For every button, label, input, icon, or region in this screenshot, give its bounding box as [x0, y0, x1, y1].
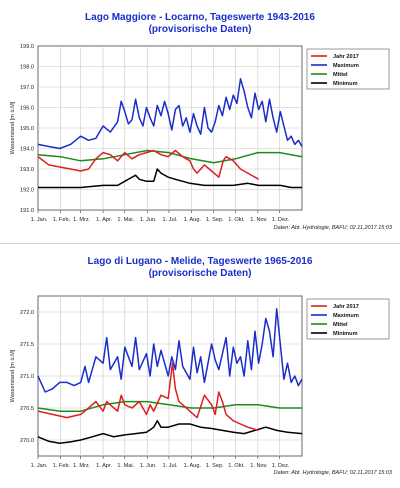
chart-svg: 1. Jan. 1. Feb. 1. Mrz. 1. Apr. 1. Mai. 1. Ju… [10, 295, 390, 469]
x-tick-label: 1. Jan. [31, 463, 48, 469]
x-tick-label: 1. Mrz. [73, 463, 91, 469]
series-line-minimum [37, 420, 303, 444]
x-tick-label: 1. Mai. [117, 217, 134, 223]
y-tick-label: 270.0 [20, 438, 34, 444]
y-tick-label: 270.5 [20, 406, 34, 412]
x-tick-label: 1. Dez. [272, 463, 290, 469]
source-note: Daten: Abt. Hydrologie, BAFU; 02.11.2017… [273, 225, 392, 231]
x-tick-label: 1. Aug. [184, 463, 202, 469]
x-tick-label: 1. Sep. [206, 463, 224, 469]
chart-title: Lago Maggiore - Locarno, Tageswerte 1943… [85, 12, 315, 23]
x-tick-label: 1. Nov. [250, 463, 268, 469]
legend-label: Minimum [333, 81, 358, 87]
x-tick-label: 1. Feb. [53, 217, 71, 223]
legend-label: Maximum [333, 313, 359, 319]
y-tick-label: 196.0 [20, 106, 34, 112]
x-tick-label: 1. Dez. [272, 217, 290, 223]
series-line-mittel [37, 149, 303, 164]
chart-subtitle: (provisorische Daten) [148, 268, 252, 279]
x-tick-label: 1. Jul. [162, 217, 177, 223]
source-note: Daten: Abt. Hydrologie, BAFU; 02.11.2017… [273, 470, 392, 476]
x-tick-label: 1. Feb. [53, 463, 71, 469]
y-tick-label: 199.0 [20, 44, 34, 50]
x-tick-label: 1. Jun. [140, 217, 157, 223]
series-line-jahr [37, 362, 259, 432]
y-tick-label: 191.0 [20, 208, 34, 214]
x-tick-label: 1. Sep. [206, 217, 224, 223]
series-line-maximum [37, 78, 303, 150]
series-line-jahr [37, 149, 259, 180]
legend-label: Minimum [333, 331, 358, 337]
y-tick-label: 198.0 [20, 65, 34, 71]
legend-label: Jahr 2017 [333, 304, 359, 310]
x-tick-label: 1. Okt. [228, 463, 245, 469]
x-tick-label: 1. Apr. [96, 463, 112, 469]
x-tick-label: 1. Jun. [140, 463, 157, 469]
y-tick-label: 271.0 [20, 374, 34, 380]
y-tick-label: 194.0 [20, 147, 34, 153]
chart-panel-lugano: Lago di Lugano - Melide, Tageswerte 1965… [0, 244, 400, 488]
chart-panel-maggiore: Lago Maggiore - Locarno, Tageswerte 1943… [0, 12, 400, 231]
x-tick-label: 1. Nov. [250, 217, 268, 223]
y-axis-label: Wasserstand [m ü.M] [10, 349, 16, 402]
chart-svg: 1. Jan. 1. Feb. 1. Mrz. 1. Apr. 1. Mai. 1. Ju… [10, 44, 390, 223]
x-tick-label: 1. Aug. [184, 217, 202, 223]
y-tick-label: 271.5 [20, 342, 34, 348]
series-line-maximum [37, 308, 303, 393]
y-tick-label: 192.0 [20, 188, 34, 194]
y-axis-label: Wasserstand [m ü.M] [10, 101, 16, 154]
x-tick-label: 1. Mai. [117, 463, 134, 469]
y-tick-label: 195.0 [20, 126, 34, 132]
legend-label: Mittel [333, 72, 348, 78]
chart-title: Lago di Lugano - Melide, Tageswerte 1965… [87, 256, 313, 267]
chart-subtitle: (provisorische Daten) [148, 24, 252, 35]
x-tick-label: 1. Mrz. [73, 217, 91, 223]
legend-label: Jahr 2017 [333, 54, 359, 60]
x-tick-label: 1. Apr. [96, 217, 112, 223]
series-line-minimum [38, 168, 302, 189]
y-tick-label: 197.0 [20, 85, 34, 91]
x-tick-label: 1. Jan. [31, 217, 48, 223]
y-tick-label: 193.0 [20, 167, 34, 173]
chart-title-block: Lago Maggiore - Locarno, Tageswerte 1943… [0, 12, 400, 36]
chart-title-block: Lago di Lugano - Melide, Tageswerte 1965… [0, 256, 400, 280]
x-tick-label: 1. Okt. [228, 217, 245, 223]
y-tick-label: 272.0 [20, 310, 34, 316]
divider [0, 243, 400, 244]
legend-label: Maximum [333, 63, 359, 69]
series-line-mittel [37, 400, 302, 412]
legend-label: Mittel [333, 322, 348, 328]
x-tick-label: 1. Jul. [162, 463, 177, 469]
